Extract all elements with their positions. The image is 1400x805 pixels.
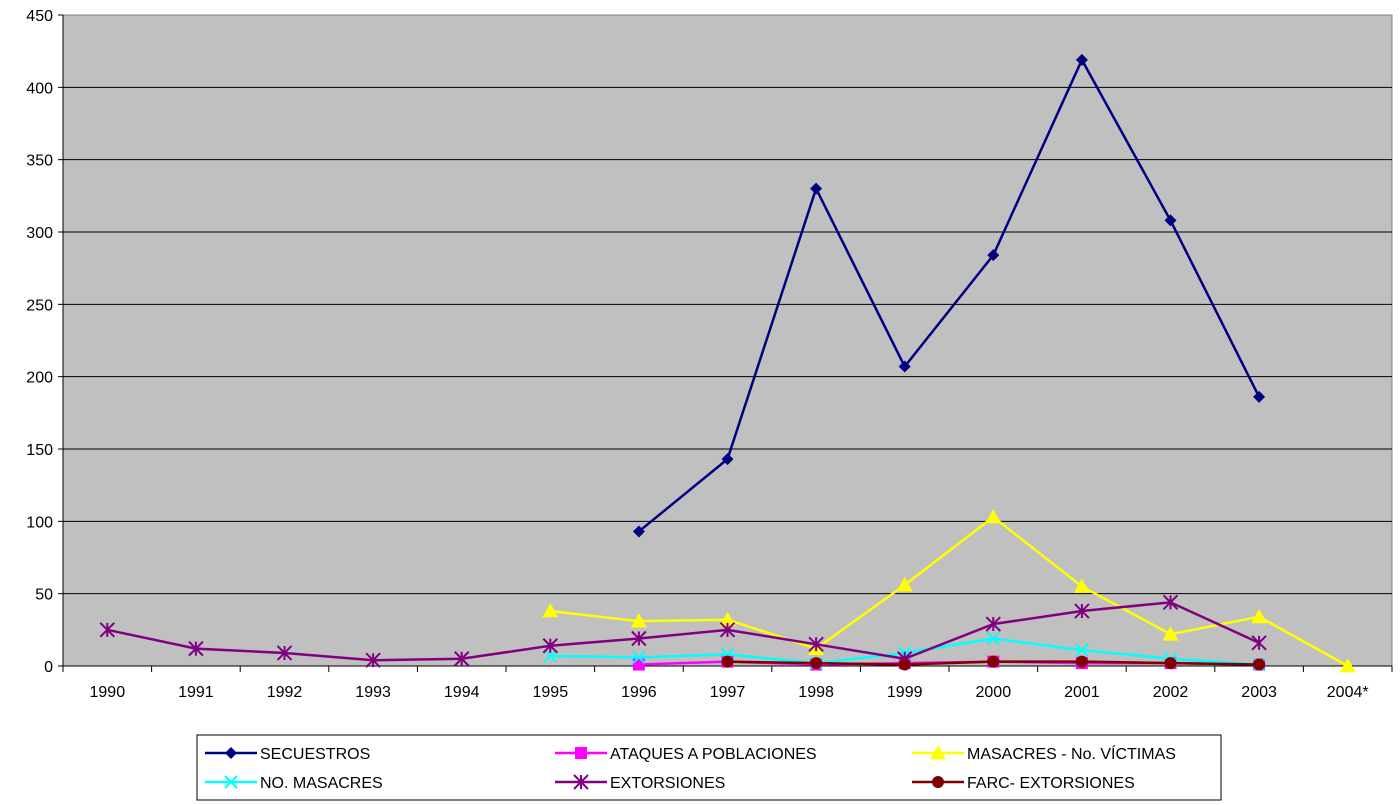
x-tick-label: 2001 [1064,684,1100,701]
x-tick-label: 2000 [976,684,1012,701]
data-point [899,659,911,671]
legend-marker [932,776,944,788]
data-point [810,657,822,669]
legend-marker [575,747,587,759]
y-tick-label: 400 [26,80,53,97]
x-tick-label: 1994 [444,684,480,701]
x-tick-label: 1998 [798,684,834,701]
x-tick-label: 1999 [887,684,923,701]
x-tick-label: 1990 [90,684,126,701]
x-tick-label: 1992 [267,684,303,701]
legend-label: FARC- EXTORSIONES [967,775,1135,792]
y-tick-label: 150 [26,442,53,459]
y-tick-label: 250 [26,297,53,314]
x-tick-label: 1997 [710,684,746,701]
data-point [987,656,999,668]
y-tick-label: 0 [44,659,53,676]
legend-label: EXTORSIONES [610,775,725,792]
x-tick-label: 2002 [1153,684,1189,701]
x-axis-ticks: 1990 1991 1992 1993 1994 1995 1996 1997 1998 1999… [63,666,1392,701]
y-axis-ticks: 0 50 100 150 200 250 300 350 400 450 [26,8,63,676]
data-point [1076,656,1088,668]
data-point [1165,657,1177,669]
x-tick-label: 1991 [178,684,214,701]
y-tick-label: 100 [26,514,53,531]
data-point [1253,659,1265,671]
y-tick-label: 300 [26,225,53,242]
y-tick-label: 200 [26,370,53,387]
x-tick-label: 1993 [355,684,391,701]
y-tick-label: 350 [26,153,53,170]
legend-label: NO. MASACRES [260,775,383,792]
x-tick-label: 2004* [1327,684,1369,701]
x-tick-label: 2003 [1241,684,1277,701]
legend-label: SECUESTROS [260,746,370,763]
plot-area [63,15,1392,666]
x-tick-label: 1996 [621,684,657,701]
data-point [722,656,734,668]
legend: SECUESTROS ATAQUES A POBLACIONES MASACRES … [197,735,1221,800]
legend-label: MASACRES - No. VÍCTIMAS [967,744,1176,763]
legend-label: ATAQUES A POBLACIONES [610,746,817,763]
y-tick-label: 50 [35,587,53,604]
x-tick-label: 1995 [533,684,569,701]
y-tick-label: 450 [26,8,53,25]
